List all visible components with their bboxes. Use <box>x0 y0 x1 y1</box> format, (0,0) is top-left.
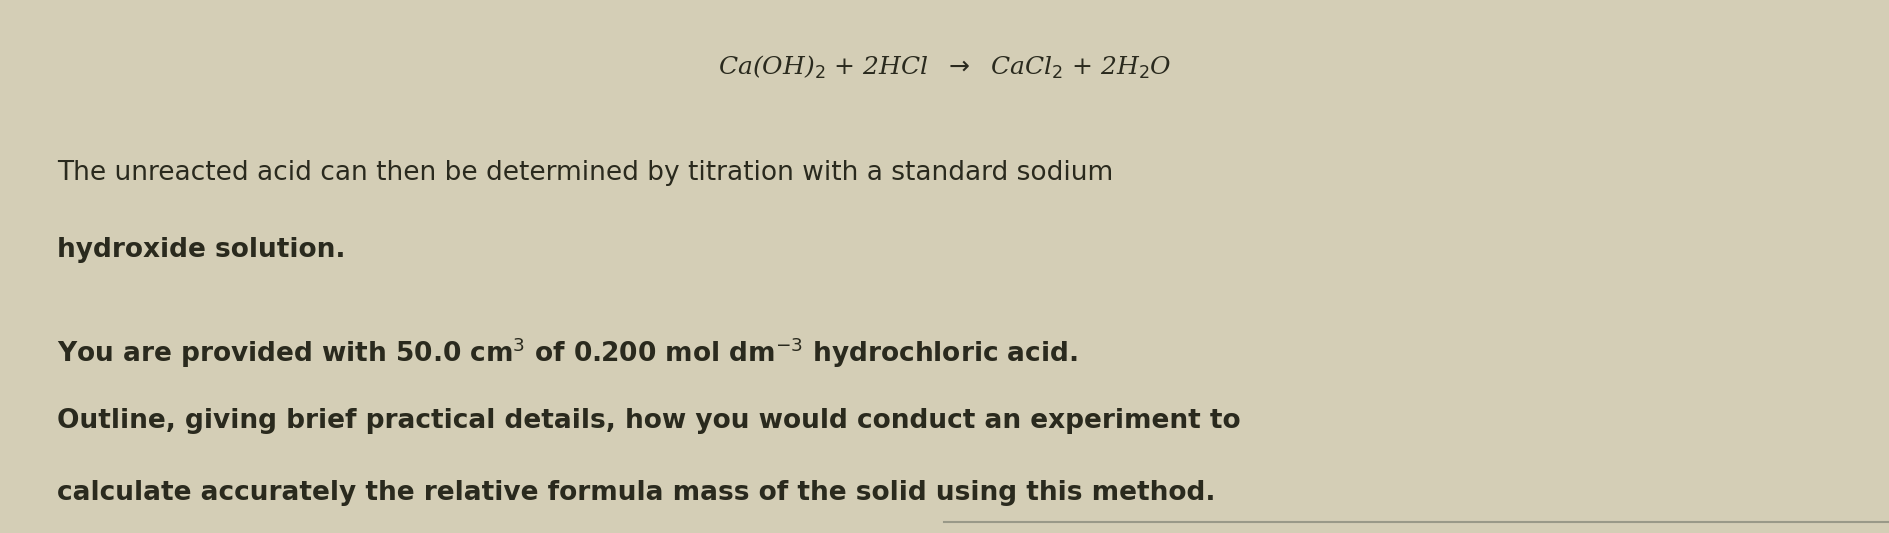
Text: hydroxide solution.: hydroxide solution. <box>57 237 346 263</box>
Text: calculate accurately the relative formula mass of the solid using this method.: calculate accurately the relative formul… <box>57 480 1215 506</box>
Text: You are provided with 50.0 cm$^3$ of 0.200 mol dm$^{-3}$ hydrochloric acid.: You are provided with 50.0 cm$^3$ of 0.2… <box>57 336 1077 370</box>
Text: Outline, giving brief practical details, how you would conduct an experiment to: Outline, giving brief practical details,… <box>57 408 1241 434</box>
Text: The unreacted acid can then be determined by titration with a standard sodium: The unreacted acid can then be determine… <box>57 160 1113 186</box>
Text: Ca(OH)$_2$ + 2HCl  $\rightarrow$  CaCl$_2$ + 2H$_2$O: Ca(OH)$_2$ + 2HCl $\rightarrow$ CaCl$_2$… <box>718 53 1171 80</box>
